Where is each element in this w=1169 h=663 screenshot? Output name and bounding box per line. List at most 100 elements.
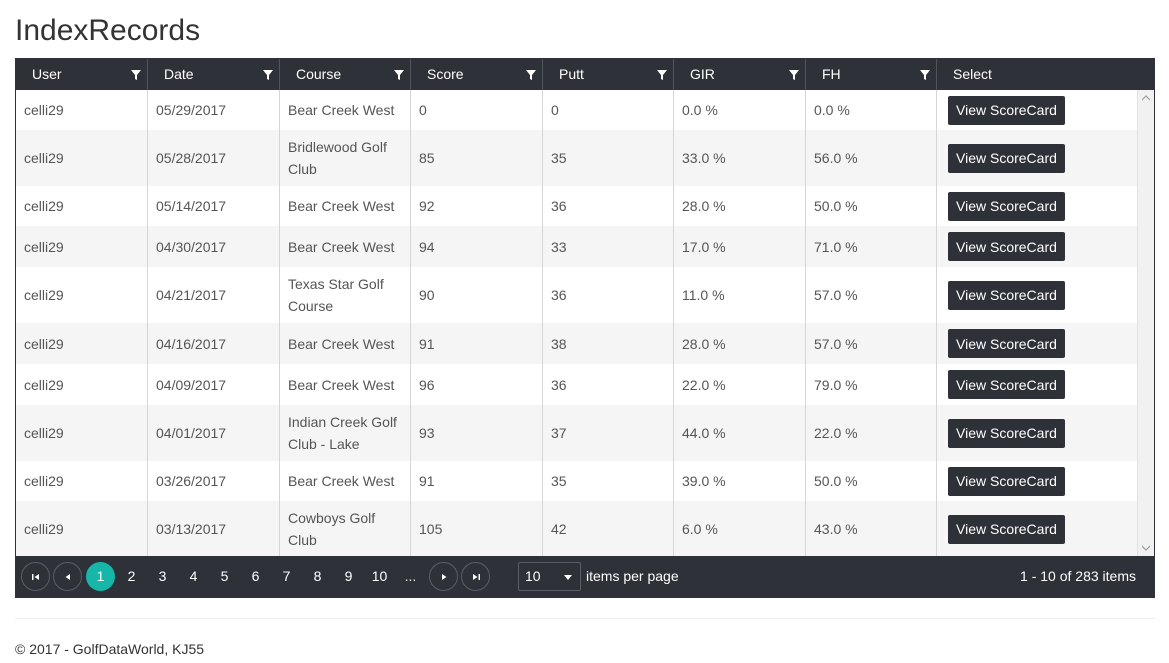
column-header-score[interactable]: Score xyxy=(411,59,543,90)
view-scorecard-button[interactable]: View ScoreCard xyxy=(948,280,1065,310)
column-header-gir[interactable]: GIR xyxy=(674,59,806,90)
cell-user-value: celli29 xyxy=(24,521,64,537)
cell-date: 03/26/2017 xyxy=(148,461,280,501)
filter-icon[interactable] xyxy=(657,70,667,80)
filter-icon[interactable] xyxy=(526,70,536,80)
page-button-6[interactable]: 6 xyxy=(251,568,260,584)
cell-course: Cowboys Golf Club xyxy=(280,501,411,556)
view-scorecard-button[interactable]: View ScoreCard xyxy=(948,329,1065,358)
cell-select: View ScoreCard xyxy=(937,501,1121,556)
column-header-label: GIR xyxy=(690,66,715,82)
table-row[interactable]: celli29 03/26/2017 Bear Creek West 91 35 39.0… xyxy=(16,461,1137,501)
column-header-label: FH xyxy=(822,66,841,82)
view-scorecard-button[interactable]: View ScoreCard xyxy=(948,370,1065,399)
first-page-button[interactable] xyxy=(21,562,50,591)
course-name: Bear Creek West xyxy=(288,470,394,492)
filter-icon[interactable] xyxy=(789,70,799,80)
cell-select: View ScoreCard xyxy=(937,130,1121,186)
column-header-date[interactable]: Date xyxy=(148,59,280,90)
cell-user-value: celli29 xyxy=(24,238,64,255)
table-row[interactable]: celli29 04/30/2017 Bear Creek West 94 33 17.0… xyxy=(16,226,1137,267)
scroll-up-icon[interactable] xyxy=(1142,95,1150,101)
column-header-select[interactable]: Select xyxy=(937,59,1138,90)
cell-fh-value: 0.0 % xyxy=(814,102,850,118)
page-button-3[interactable]: 3 xyxy=(158,568,167,584)
cell-date: 05/29/2017 xyxy=(148,90,280,130)
cell-putt: 42 xyxy=(543,501,674,556)
table-row[interactable]: celli29 05/14/2017 Bear Creek West 92 36 28.0… xyxy=(16,186,1137,226)
cell-gir: 33.0 % xyxy=(674,130,806,186)
view-scorecard-button[interactable]: View ScoreCard xyxy=(948,143,1065,173)
last-page-button[interactable] xyxy=(461,562,490,591)
cell-course: Bear Creek West xyxy=(280,186,411,226)
cell-putt: 33 xyxy=(543,226,674,267)
cell-user-value: celli29 xyxy=(24,150,64,166)
next-page-button[interactable] xyxy=(429,562,458,591)
table-row[interactable]: celli29 04/21/2017 Texas Star Golf Course 90… xyxy=(16,267,1137,323)
column-header-fh[interactable]: FH xyxy=(806,59,937,90)
cell-date: 04/16/2017 xyxy=(148,323,280,364)
view-scorecard-button[interactable]: View ScoreCard xyxy=(948,95,1065,125)
cell-date-value: 03/13/2017 xyxy=(156,521,227,537)
page-button-9[interactable]: 9 xyxy=(344,568,353,584)
view-scorecard-button[interactable]: View ScoreCard xyxy=(948,232,1065,261)
course-name-line: Bear Creek West xyxy=(288,102,395,118)
view-scorecard-button[interactable]: View ScoreCard xyxy=(948,466,1065,496)
cell-score: 94 xyxy=(411,226,543,267)
course-name: Bear Creek West xyxy=(288,374,394,396)
cell-date: 04/09/2017 xyxy=(148,364,280,405)
column-header-course[interactable]: Course xyxy=(280,59,411,90)
page-button-5[interactable]: 5 xyxy=(220,568,229,584)
cell-fh: 71.0 % xyxy=(806,226,937,267)
course-name-line: Bridlewood Golf xyxy=(288,139,387,155)
course-name-line: Bear Creek West xyxy=(288,376,395,393)
page-size-select[interactable]: 10 xyxy=(518,562,581,591)
cell-gir: 6.0 % xyxy=(674,501,806,556)
cell-select: View ScoreCard xyxy=(937,461,1121,501)
page-button-1[interactable]: 1 xyxy=(86,562,115,591)
cell-fh: 50.0 % xyxy=(806,186,937,226)
filter-icon[interactable] xyxy=(263,70,273,80)
page-button-2[interactable]: 2 xyxy=(127,568,136,584)
cell-putt: 35 xyxy=(543,130,674,186)
cell-putt: 37 xyxy=(543,405,674,461)
cell-gir-value: 11.0 % xyxy=(682,287,725,303)
records-grid: User Date Course Score Putt GIR FH Select celli… xyxy=(15,58,1155,598)
cell-gir-value: 17.0 % xyxy=(682,238,726,255)
table-row[interactable]: celli29 05/29/2017 Bear Creek West 0 0 0.0 % 0… xyxy=(16,90,1137,130)
page-button-7[interactable]: 7 xyxy=(282,568,291,584)
cell-fh-value: 57.0 % xyxy=(814,335,858,352)
filter-icon[interactable] xyxy=(131,70,141,80)
page-more-button[interactable]: ... xyxy=(404,568,417,584)
cell-putt-value: 38 xyxy=(551,335,567,352)
view-scorecard-button[interactable]: View ScoreCard xyxy=(948,514,1065,544)
table-row[interactable]: celli29 03/13/2017 Cowboys Golf Club 105 42 6.… xyxy=(16,501,1137,556)
table-row[interactable]: celli29 04/09/2017 Bear Creek West 96 36 22.0… xyxy=(16,364,1137,405)
cell-date: 04/30/2017 xyxy=(148,226,280,267)
page-button-8[interactable]: 8 xyxy=(313,568,322,584)
course-name: Bear Creek West xyxy=(288,333,394,355)
page-button-4[interactable]: 4 xyxy=(189,568,198,584)
filter-icon[interactable] xyxy=(920,70,930,80)
page-button-10[interactable]: 10 xyxy=(371,568,388,584)
table-row[interactable]: celli29 04/16/2017 Bear Creek West 91 38 28.0… xyxy=(16,323,1137,364)
cell-user: celli29 xyxy=(16,90,148,130)
cell-putt: 35 xyxy=(543,461,674,501)
column-header-user[interactable]: User xyxy=(16,59,148,90)
filter-icon[interactable] xyxy=(394,70,404,80)
table-row[interactable]: celli29 04/01/2017 Indian Creek Golf Club -… xyxy=(16,405,1137,461)
column-header-putt[interactable]: Putt xyxy=(543,59,674,90)
column-header-label: Date xyxy=(164,66,194,82)
scroll-down-icon[interactable] xyxy=(1142,545,1150,551)
view-scorecard-button[interactable]: View ScoreCard xyxy=(948,418,1065,448)
cell-putt-value: 36 xyxy=(551,287,567,303)
table-row[interactable]: celli29 05/28/2017 Bridlewood Golf Club 85 35… xyxy=(16,130,1137,186)
vertical-scrollbar[interactable] xyxy=(1137,90,1154,556)
cell-fh-value: 57.0 % xyxy=(814,287,858,303)
view-scorecard-button[interactable]: View ScoreCard xyxy=(948,191,1065,221)
cell-select: View ScoreCard xyxy=(937,267,1121,323)
cell-putt-value: 35 xyxy=(551,473,567,489)
cell-date: 05/14/2017 xyxy=(148,186,280,226)
prev-page-button[interactable] xyxy=(53,562,82,591)
cell-user: celli29 xyxy=(16,501,148,556)
